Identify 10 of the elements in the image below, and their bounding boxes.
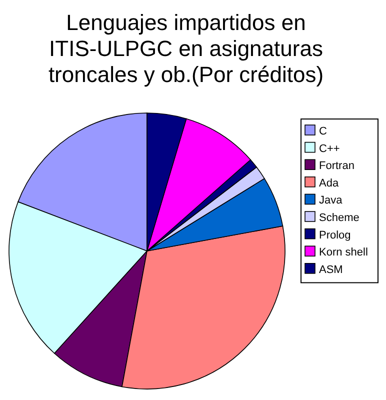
legend-label: C bbox=[319, 126, 327, 138]
chart-title: Lenguajes impartidos en ITIS-ULPGC en asignaturas troncales y ob.(Por créditos) bbox=[48, 10, 324, 87]
legend-label: Java bbox=[319, 194, 344, 207]
legend-label: Korn shell bbox=[319, 246, 368, 259]
legend-label: Prolog bbox=[319, 229, 351, 242]
legend-label: Fortran bbox=[319, 160, 354, 172]
legend-label: Scheme bbox=[319, 212, 360, 224]
legend-label: C++ bbox=[319, 142, 340, 155]
legend-label: ASM bbox=[319, 264, 343, 276]
legend-label: Ada bbox=[319, 177, 340, 190]
